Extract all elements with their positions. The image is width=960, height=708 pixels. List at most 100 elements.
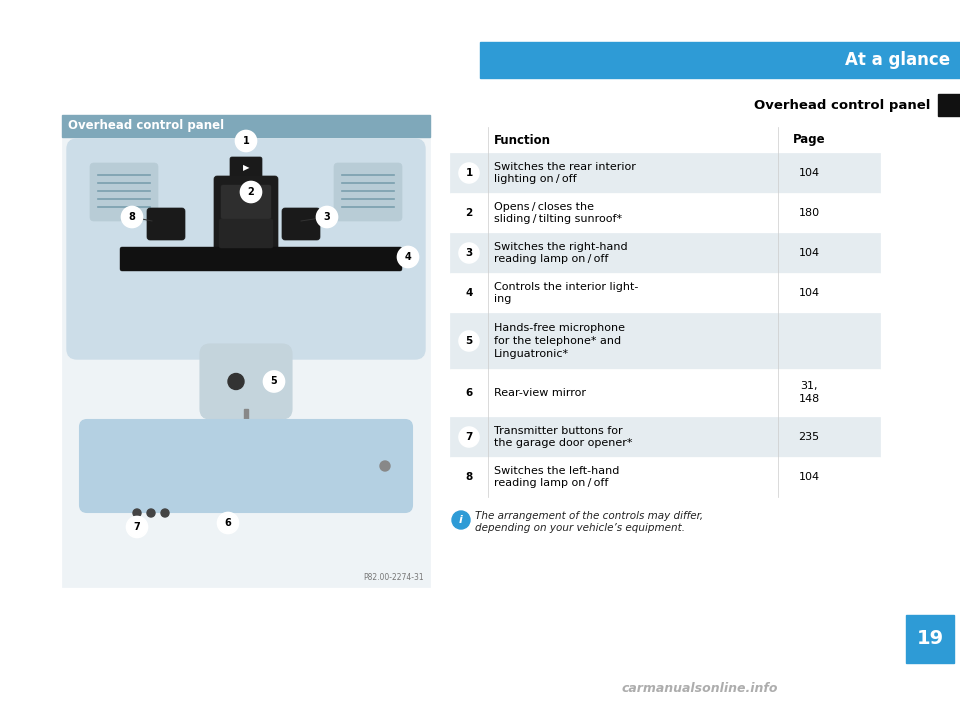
- Text: 4: 4: [466, 288, 472, 298]
- Text: 1: 1: [466, 168, 472, 178]
- FancyBboxPatch shape: [147, 208, 185, 240]
- Bar: [450, 193, 880, 233]
- Circle shape: [459, 283, 479, 303]
- Text: Hands-free microphone: Hands-free microphone: [494, 323, 625, 333]
- Text: carmanualsonline.info: carmanualsonline.info: [622, 682, 779, 695]
- Text: 104: 104: [799, 472, 820, 482]
- Text: 148: 148: [799, 394, 820, 404]
- Bar: [906, 615, 954, 663]
- Text: i: i: [459, 515, 463, 525]
- Bar: [450, 369, 880, 417]
- Text: 8: 8: [129, 212, 135, 222]
- Bar: [450, 127, 880, 153]
- Text: the garage door opener*: the garage door opener*: [494, 438, 633, 448]
- Bar: [450, 233, 880, 273]
- Text: Page: Page: [793, 134, 826, 147]
- Text: 104: 104: [799, 168, 820, 178]
- Text: 5: 5: [466, 336, 472, 346]
- Text: 5: 5: [271, 377, 277, 387]
- Circle shape: [452, 511, 470, 529]
- Circle shape: [147, 509, 155, 517]
- Circle shape: [161, 509, 169, 517]
- Text: 104: 104: [799, 248, 820, 258]
- Circle shape: [127, 517, 148, 537]
- Circle shape: [263, 371, 284, 392]
- Circle shape: [241, 181, 261, 202]
- Bar: [62, 115, 430, 137]
- Circle shape: [218, 513, 238, 534]
- Text: reading lamp on / off: reading lamp on / off: [494, 254, 609, 265]
- Text: 31,: 31,: [801, 382, 818, 392]
- Text: Overhead control panel: Overhead control panel: [754, 100, 930, 113]
- Text: Function: Function: [494, 134, 551, 147]
- Text: 1: 1: [243, 136, 250, 146]
- FancyBboxPatch shape: [221, 185, 271, 219]
- Text: 6: 6: [466, 388, 472, 398]
- Circle shape: [380, 461, 390, 471]
- Circle shape: [235, 130, 256, 152]
- Text: reading lamp on / off: reading lamp on / off: [494, 479, 609, 489]
- Text: 19: 19: [917, 629, 944, 649]
- Text: 4: 4: [404, 252, 412, 262]
- Text: Switches the right-hand: Switches the right-hand: [494, 241, 628, 251]
- Text: 8: 8: [466, 472, 472, 482]
- Circle shape: [133, 509, 141, 517]
- Text: for the telephone* and: for the telephone* and: [494, 336, 621, 346]
- FancyBboxPatch shape: [282, 208, 320, 240]
- Bar: [244, 409, 248, 427]
- Circle shape: [459, 467, 479, 487]
- Text: 2: 2: [466, 208, 472, 218]
- Text: 6: 6: [225, 518, 231, 528]
- Circle shape: [459, 203, 479, 223]
- Circle shape: [122, 207, 142, 227]
- Text: 180: 180: [799, 208, 820, 218]
- Text: 235: 235: [799, 432, 820, 442]
- Circle shape: [317, 207, 338, 227]
- Bar: [62, 137, 430, 587]
- Text: Linguatronic*: Linguatronic*: [494, 349, 569, 359]
- Bar: [450, 273, 880, 313]
- Circle shape: [459, 331, 479, 351]
- Text: At a glance: At a glance: [845, 51, 950, 69]
- Text: sliding / tilting sunroof*: sliding / tilting sunroof*: [494, 215, 622, 224]
- Text: ▶: ▶: [243, 164, 250, 173]
- Text: 2: 2: [248, 187, 254, 197]
- FancyBboxPatch shape: [90, 163, 158, 221]
- Text: Overhead control panel: Overhead control panel: [68, 120, 224, 132]
- FancyBboxPatch shape: [230, 157, 262, 179]
- Text: Controls the interior light-: Controls the interior light-: [494, 282, 638, 292]
- Circle shape: [459, 243, 479, 263]
- Text: 3: 3: [324, 212, 330, 222]
- Bar: [450, 153, 880, 193]
- Text: lighting on / off: lighting on / off: [494, 174, 577, 185]
- Text: Switches the rear interior: Switches the rear interior: [494, 161, 636, 171]
- Bar: [480, 42, 960, 78]
- FancyBboxPatch shape: [219, 219, 273, 248]
- FancyBboxPatch shape: [334, 163, 402, 221]
- Circle shape: [228, 374, 244, 389]
- Text: 3: 3: [466, 248, 472, 258]
- Text: 104: 104: [799, 288, 820, 298]
- FancyBboxPatch shape: [67, 139, 425, 359]
- FancyBboxPatch shape: [214, 176, 278, 257]
- Bar: [938, 94, 960, 116]
- Circle shape: [459, 427, 479, 447]
- Text: Transmitter buttons for: Transmitter buttons for: [494, 426, 623, 435]
- Circle shape: [397, 246, 419, 268]
- Circle shape: [459, 383, 479, 403]
- Bar: [450, 417, 880, 457]
- Bar: [450, 457, 880, 497]
- Text: Switches the left-hand: Switches the left-hand: [494, 465, 619, 476]
- Circle shape: [459, 163, 479, 183]
- Bar: [450, 313, 880, 369]
- Text: ing: ing: [494, 295, 512, 304]
- FancyBboxPatch shape: [120, 247, 402, 271]
- FancyBboxPatch shape: [80, 420, 412, 512]
- Text: P82.00-2274-31: P82.00-2274-31: [364, 573, 424, 582]
- Text: Rear-view mirror: Rear-view mirror: [494, 388, 586, 398]
- Text: The arrangement of the controls may differ,
depending on your vehicle’s equipmen: The arrangement of the controls may diff…: [475, 511, 703, 532]
- Text: Opens / closes the: Opens / closes the: [494, 202, 594, 212]
- Text: 7: 7: [466, 432, 472, 442]
- FancyBboxPatch shape: [200, 344, 292, 419]
- Text: 7: 7: [133, 522, 140, 532]
